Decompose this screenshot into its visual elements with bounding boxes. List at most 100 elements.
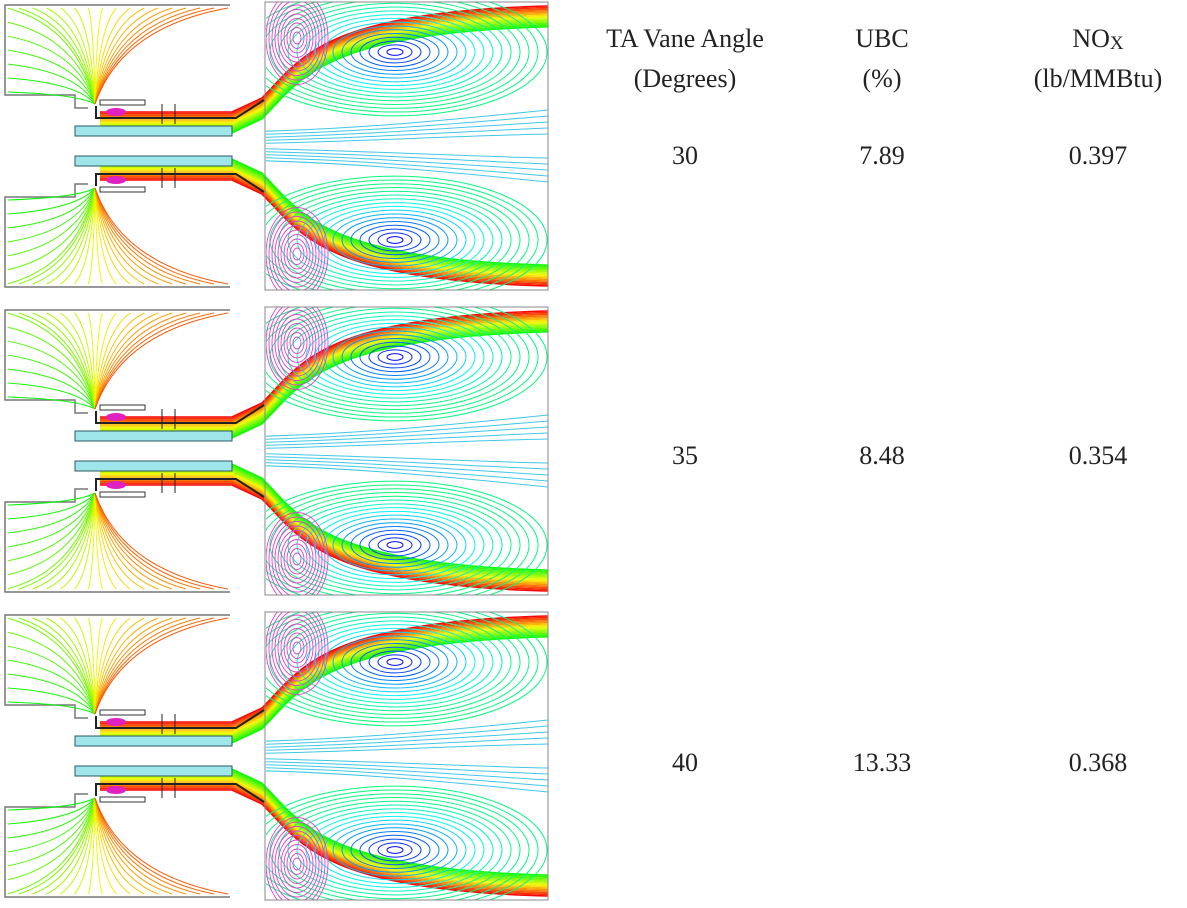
table-cell: 40	[672, 748, 698, 777]
table-cell: 30	[672, 141, 698, 170]
field-line	[8, 798, 95, 894]
header-subscript: X	[1110, 33, 1124, 54]
burner-lip	[100, 492, 145, 497]
hot-spot	[106, 481, 126, 489]
field-line	[8, 383, 95, 409]
upper-half	[5, 0, 548, 144]
burner-lip	[100, 187, 145, 192]
field-line	[95, 493, 158, 589]
contour	[378, 233, 412, 247]
contour	[369, 534, 421, 556]
contour	[387, 847, 403, 854]
contour	[369, 346, 421, 368]
contour	[369, 839, 421, 861]
contour	[369, 651, 421, 673]
flow-panel	[5, 598, 548, 903]
field-line	[95, 8, 214, 104]
table-cell: 13.33	[853, 748, 912, 777]
hot-spot	[106, 718, 126, 726]
field-line	[95, 188, 158, 284]
burner-lip	[100, 100, 145, 105]
field-line	[95, 188, 200, 284]
field-line	[95, 493, 214, 589]
flow-panel	[5, 0, 548, 304]
page: TA Vane Angle (Degrees) UBC (%) NOX (lb/…	[0, 0, 1187, 903]
fuel-pipe	[75, 461, 232, 471]
fuel-pipe	[75, 156, 232, 166]
field-line	[95, 313, 200, 409]
field-line	[8, 493, 95, 589]
upper-half	[5, 293, 548, 449]
lower-half	[5, 453, 548, 609]
table-cell: 8.48	[859, 441, 905, 470]
field-line	[8, 78, 95, 104]
fuel-pipe	[75, 766, 232, 776]
upper-half	[5, 598, 548, 754]
contour	[369, 229, 421, 251]
fuel-pipe	[75, 431, 232, 441]
flow-band	[100, 169, 548, 275]
field-line	[8, 188, 95, 284]
fuel-pipe	[75, 736, 232, 746]
chamber-contours	[232, 453, 548, 609]
field-line	[8, 8, 95, 104]
contour	[387, 659, 403, 666]
field-line	[95, 618, 214, 714]
table-cell: 0.354	[1069, 441, 1128, 470]
field-line	[95, 618, 158, 714]
fuel-pipe	[75, 126, 232, 136]
table-cell: 0.397	[1069, 141, 1128, 170]
lower-half	[5, 148, 548, 304]
contour	[387, 49, 403, 56]
field-line	[95, 188, 214, 284]
column-header: UBC	[855, 24, 908, 53]
contour	[378, 45, 412, 59]
contour	[387, 237, 403, 244]
column-unit: (%)	[863, 64, 902, 93]
column-header: TA Vane Angle	[606, 24, 764, 53]
burner-lip	[100, 797, 145, 802]
table-cell: 0.368	[1069, 748, 1128, 777]
figure: TA Vane Angle (Degrees) UBC (%) NOX (lb/…	[0, 0, 1187, 903]
field-line	[8, 493, 95, 519]
hot-spot	[106, 786, 126, 794]
field-line	[95, 313, 214, 409]
field-line	[95, 798, 158, 894]
flow-band	[100, 322, 548, 428]
flow-band	[100, 779, 548, 885]
header-text: NO	[1072, 24, 1110, 53]
field-line	[95, 313, 158, 409]
contour	[378, 843, 412, 857]
field-line	[8, 313, 95, 409]
contour	[378, 538, 412, 552]
field-line	[8, 618, 95, 714]
flow-band	[100, 474, 548, 580]
field-line	[8, 688, 95, 714]
table-cell: 35	[672, 441, 698, 470]
field-line	[95, 8, 200, 104]
column-unit: (lb/MMBtu)	[1034, 64, 1163, 93]
hot-spot	[106, 108, 126, 116]
contour	[378, 350, 412, 364]
field-line	[95, 493, 200, 589]
field-line	[8, 798, 95, 824]
hot-spot	[106, 176, 126, 184]
column-unit: (Degrees)	[634, 64, 737, 93]
chamber-contours	[232, 598, 548, 754]
contour	[387, 354, 403, 361]
table-cell: 7.89	[859, 141, 905, 170]
hot-spot	[106, 413, 126, 421]
flow-panel	[5, 293, 548, 609]
contour	[378, 655, 412, 669]
lower-half	[5, 758, 548, 903]
flow-band	[100, 627, 548, 733]
field-line	[95, 798, 214, 894]
contour	[387, 542, 403, 549]
chamber-contours	[232, 148, 548, 304]
chamber-contours	[232, 293, 548, 449]
field-line	[8, 188, 95, 214]
field-line	[95, 618, 200, 714]
column-header: NOX	[1072, 24, 1124, 54]
burner-lip	[100, 710, 145, 715]
flow-band	[100, 17, 548, 123]
